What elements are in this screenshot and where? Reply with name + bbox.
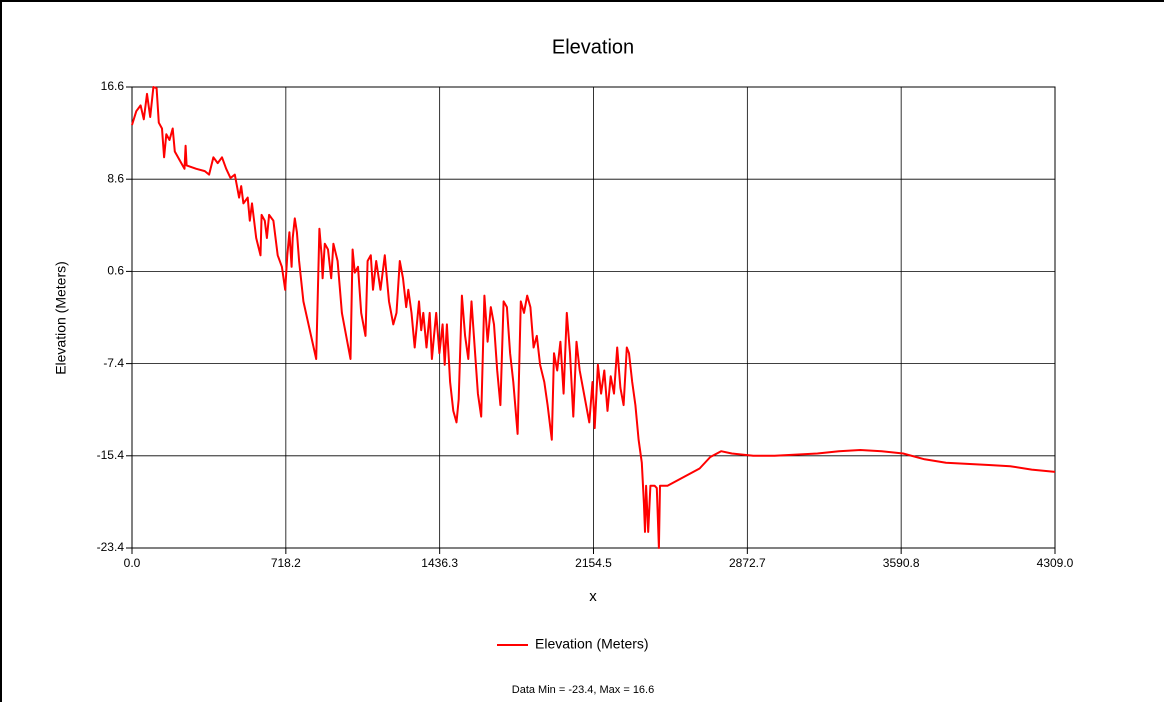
- x-axis-label: x: [589, 588, 597, 605]
- y-tick-label: -23.4: [97, 540, 125, 554]
- y-tick-label: 0.6: [107, 264, 124, 278]
- y-tick-label: 8.6: [107, 171, 124, 185]
- x-tick-label: 2154.5: [575, 556, 612, 570]
- x-tick-label: 1436.3: [421, 556, 458, 570]
- data-note: Data Min = -23.4, Max = 16.6: [512, 684, 654, 696]
- x-tick-label: 3590.8: [883, 556, 920, 570]
- data-line: [131, 86, 1056, 549]
- x-tick-label: 718.2: [271, 556, 301, 570]
- x-tick-label: 0.0: [124, 556, 141, 570]
- legend-label: Elevation (Meters): [535, 636, 649, 652]
- x-tick-label: 2872.7: [729, 556, 766, 570]
- y-tick-label: 16.6: [101, 79, 125, 93]
- chart-title: Elevation: [552, 36, 634, 58]
- y-tick-label: -15.4: [97, 448, 125, 462]
- x-tick-label: 4309.0: [1037, 556, 1074, 570]
- y-tick-label: -7.4: [103, 356, 124, 370]
- y-axis-label: Elevation (Meters): [53, 261, 69, 375]
